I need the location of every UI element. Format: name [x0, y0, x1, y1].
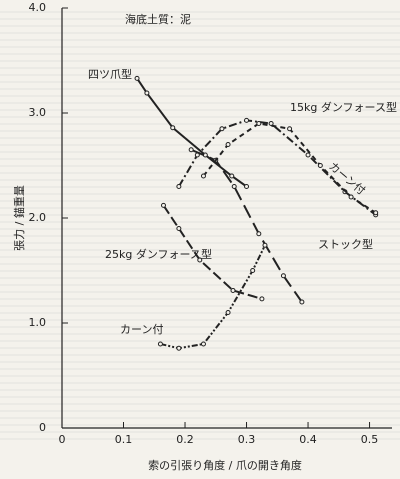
point: [262, 242, 268, 248]
point: [197, 257, 203, 263]
point: [200, 173, 206, 179]
series-label: ストック型: [318, 237, 373, 251]
x-tick-label: 0.2: [176, 433, 194, 446]
y-tick-label: 3.0: [29, 106, 47, 119]
point: [250, 268, 256, 273]
x-axis-label: 索の引張り角度 / 爪の開き角度: [148, 458, 302, 472]
point: [176, 226, 182, 231]
point: [229, 173, 235, 179]
x-tick-label: 0.3: [238, 433, 256, 446]
y-tick-label: 4.0: [29, 1, 47, 14]
point: [157, 341, 163, 347]
ruled-paper: [0, 11, 400, 440]
point: [268, 121, 274, 126]
point: [280, 273, 286, 279]
point: [299, 299, 305, 305]
point: [244, 184, 250, 189]
y-axis-label: 張力 / 錨重量: [12, 185, 26, 251]
series-line: [160, 244, 266, 350]
x-tick-label: 0.5: [361, 433, 379, 446]
point: [230, 287, 236, 293]
point: [194, 152, 200, 158]
point: [219, 126, 225, 132]
point: [160, 202, 166, 208]
point: [244, 117, 250, 123]
point: [231, 184, 237, 189]
point: [200, 341, 206, 347]
point: [259, 296, 265, 302]
x-tick-label: 0.1: [115, 433, 133, 446]
point: [144, 90, 150, 96]
point: [134, 75, 140, 81]
point: [317, 163, 323, 168]
series-line: [190, 148, 303, 303]
point: [176, 184, 182, 189]
x-tick-label: 0: [59, 433, 66, 446]
series-label: 15kg ダンフォース型: [290, 100, 397, 114]
point: [225, 310, 231, 315]
point: [176, 345, 182, 351]
x-tick-label: 0.4: [299, 433, 317, 446]
point: [188, 147, 194, 153]
point: [225, 142, 231, 147]
point: [170, 125, 176, 131]
point: [373, 210, 379, 216]
y-tick-label: 1.0: [29, 316, 47, 329]
point: [348, 194, 354, 200]
point: [287, 126, 293, 132]
series-label: カーン付: [120, 323, 163, 336]
y-tick-label: 0: [39, 421, 46, 434]
point: [305, 152, 311, 158]
series-label: 25kg ダンフォース型: [105, 247, 212, 261]
series-line: [136, 77, 248, 188]
point: [256, 231, 262, 237]
annotation: 海底土質：泥: [125, 12, 191, 26]
series-label: 四ツ爪型: [88, 67, 132, 81]
y-tick-label: 2.0: [29, 211, 47, 224]
point: [256, 121, 262, 126]
